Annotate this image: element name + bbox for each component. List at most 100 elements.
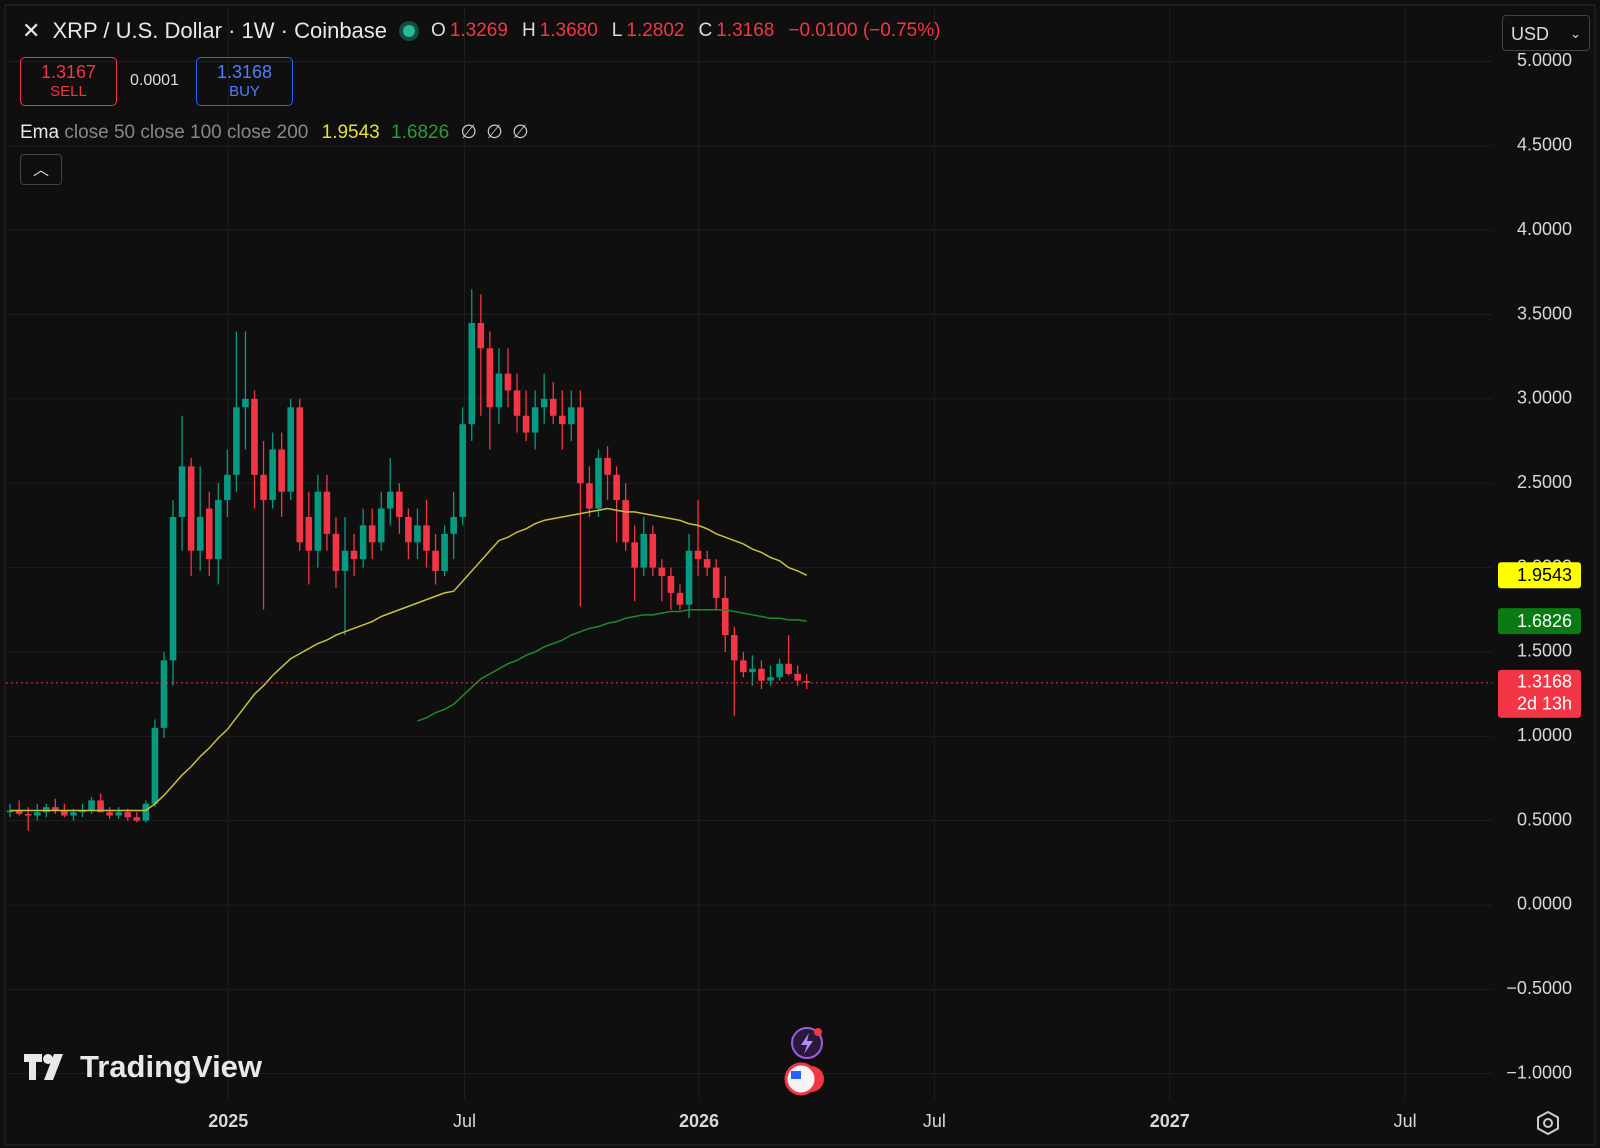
- candle-body: [495, 373, 503, 408]
- candle-body: [124, 812, 132, 818]
- y-tick-label: 4.5000: [1517, 135, 1572, 155]
- candle-body: [24, 813, 32, 816]
- event-icons[interactable]: [783, 1025, 829, 1101]
- indicator-empty: ∅: [512, 122, 529, 143]
- candle-body: [33, 812, 41, 816]
- candle-body: [468, 322, 476, 425]
- ema-line: [417, 609, 807, 722]
- candle-body: [622, 500, 629, 543]
- candle-body: [15, 810, 23, 814]
- chevron: ⌄: [1570, 26, 1581, 41]
- price-badge: [1498, 608, 1581, 635]
- x-tick-label: Jul: [453, 1111, 476, 1131]
- candle-body: [151, 727, 159, 804]
- candle-body: [531, 407, 539, 433]
- close-x[interactable]: ✕: [22, 18, 41, 43]
- indicator-value: 1.9543: [321, 122, 380, 143]
- candle-body: [106, 812, 113, 816]
- x-tick-label: 2026: [679, 1111, 719, 1131]
- candle-body: [803, 681, 811, 683]
- candle-body: [224, 474, 231, 501]
- price-badge-label: 1.6826: [1517, 611, 1572, 631]
- candle-body: [694, 550, 702, 560]
- price-badge: [1498, 562, 1581, 589]
- candle-body: [214, 500, 222, 560]
- buy-button[interactable]: 1.3168 BUY: [196, 57, 293, 106]
- y-tick-label: 4.0000: [1517, 219, 1572, 239]
- y-tick-label: 1.5000: [1517, 641, 1572, 661]
- candle-body: [296, 407, 304, 543]
- candle-body: [676, 592, 684, 605]
- candle-body: [359, 525, 367, 560]
- candle-body: [196, 516, 204, 551]
- y-tick-label: 2.5000: [1517, 472, 1572, 492]
- buy-label: BUY: [229, 83, 260, 100]
- candle-body: [522, 415, 530, 433]
- candle-body: [640, 533, 648, 568]
- indicator-params: close 50 close 100 close 200: [64, 122, 309, 143]
- title: XRP / U.S. Dollar · 1W · Coinbase: [52, 18, 388, 43]
- candle-body: [721, 597, 729, 636]
- candle-body: [6, 810, 14, 813]
- candle-body: [776, 663, 783, 678]
- x-tick-label: 2025: [208, 1111, 248, 1131]
- candle-body: [459, 424, 467, 517]
- y-tick-label: 5.0000: [1517, 50, 1572, 70]
- sell-label: SELL: [50, 83, 87, 100]
- candle-body: [568, 407, 575, 425]
- price-badge-label: 1.9543: [1517, 565, 1572, 585]
- spread: 0.0001: [130, 72, 179, 89]
- currency-select[interactable]: USD ⌄: [1502, 15, 1590, 51]
- candle-body: [740, 660, 747, 673]
- candle-body: [287, 407, 295, 492]
- collapse-button[interactable]: ︿: [20, 154, 62, 185]
- candle-body: [386, 491, 394, 509]
- candle-body: [423, 525, 430, 551]
- candle-body: [667, 576, 675, 593]
- countdown: 2d 13h: [1517, 694, 1572, 714]
- candle-body: [703, 559, 711, 568]
- change: −0.0100 (−0.75%): [788, 20, 941, 41]
- candle-body: [42, 807, 50, 813]
- candle-body: [242, 398, 249, 408]
- status-dot: [403, 25, 416, 37]
- settings-icon[interactable]: [1535, 1110, 1561, 1136]
- candle-body: [450, 516, 457, 534]
- candle-body: [233, 407, 240, 475]
- candle-body: [685, 550, 693, 605]
- sell-price: 1.3167: [40, 62, 97, 82]
- candle-body: [323, 491, 331, 534]
- indicator-name: Ema: [20, 122, 60, 143]
- ohlc-value: 1.3269: [449, 20, 508, 41]
- indicator-empty: ∅: [486, 122, 503, 143]
- candle-body: [432, 550, 439, 571]
- candle-body: [586, 483, 593, 509]
- candle-body: [504, 373, 512, 391]
- ohlc-label: H: [521, 20, 536, 41]
- candle-body: [178, 466, 186, 517]
- indicator-legend: Ema close 50 close 100 close 200 1.9543 …: [20, 121, 529, 144]
- sell-button[interactable]: 1.3167 SELL: [20, 57, 117, 106]
- candle-body: [540, 398, 548, 408]
- candle-body: [405, 516, 412, 543]
- ohlc-label: O: [431, 20, 446, 41]
- candle-body: [558, 415, 566, 425]
- x-tick-label: 2027: [1150, 1111, 1190, 1131]
- candle-body: [52, 807, 59, 811]
- candle-body: [305, 516, 313, 551]
- ohlc-label: C: [698, 20, 713, 41]
- ohlc-value: 1.3680: [539, 20, 598, 41]
- x-tick-label: Jul: [1394, 1111, 1417, 1131]
- candle-body: [785, 663, 792, 674]
- header: ✕ XRP / U.S. Dollar · 1W · Coinbase O 1.3…: [22, 18, 940, 44]
- buy-price: 1.3168: [216, 62, 273, 82]
- candle-body: [278, 449, 285, 492]
- candle-body: [341, 550, 349, 571]
- candle-body: [767, 677, 774, 681]
- candle-body: [133, 817, 141, 821]
- candle-body: [477, 322, 485, 349]
- candle-body: [730, 635, 738, 661]
- candle-body: [160, 660, 168, 728]
- candle-body: [61, 810, 68, 816]
